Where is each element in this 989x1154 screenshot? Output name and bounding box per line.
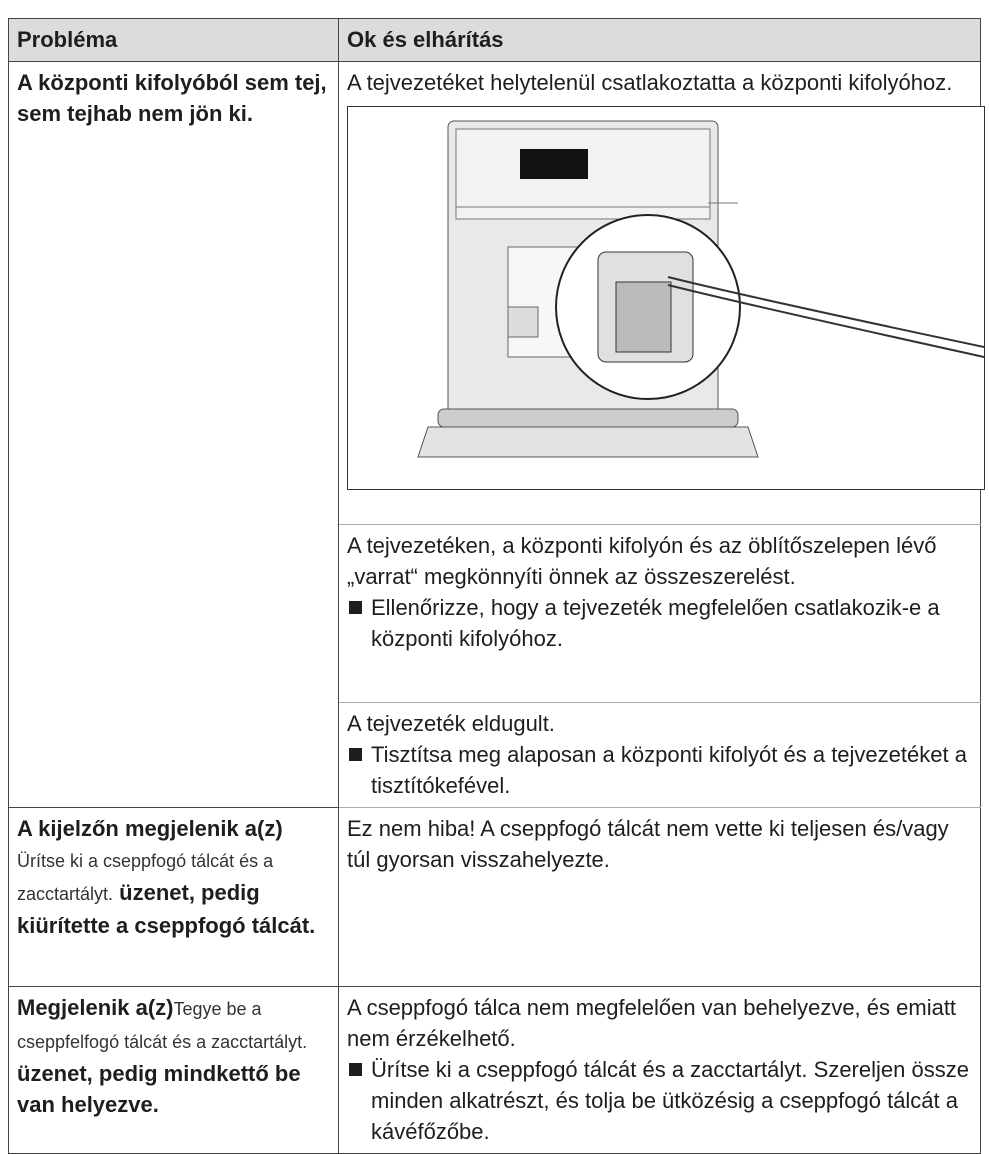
action-text: Ürítse ki a cseppfogó tálcát és a zaccta… xyxy=(347,1054,972,1147)
cause-text: A cseppfogó tálca nem megfelelően van be… xyxy=(347,995,957,1051)
message-text: Ürítse ki a cseppfogó tálcát és a zaccta… xyxy=(17,851,274,904)
row: A tejvezeték eldugult. Tisztítsa meg ala… xyxy=(9,702,981,808)
cause-text: A tejvezeték eldugult. xyxy=(347,711,555,736)
problem-cell: Megjelenik a(z)Tegye be a cseppfelfogó t… xyxy=(8,986,339,1154)
cause-cell: A cseppfogó tálca nem megfelelően van be… xyxy=(338,986,981,1154)
header-cell: Probléma xyxy=(8,18,339,62)
problem-text: Megjelenik a(z) xyxy=(17,995,174,1020)
cause-cell: Ez nem hiba! A cseppfogó tálcát nem vett… xyxy=(338,807,981,987)
cause-text: A tejvezetéken, a központi kifolyón és a… xyxy=(347,533,937,589)
illustration xyxy=(347,106,985,490)
problem-cell: A kijelzőn megjelenik a(z) Ürítse ki a c… xyxy=(8,807,339,987)
cause-cell: A tejvezetéket helytelenül csatlakoztatt… xyxy=(338,61,985,525)
page: {"table":{"header":["Probléma","Ok és el… xyxy=(8,18,985,1154)
message-text: Tegye be a cseppfelfogó tálcát és a zacc… xyxy=(17,999,308,1052)
problem-text: A kijelzőn megjelenik a(z) xyxy=(17,816,283,841)
row: A kijelzőn megjelenik a(z) Ürítse ki a c… xyxy=(8,807,981,987)
problem-text: A központi kifolyóból sem tej, sem tejha… xyxy=(17,70,327,126)
cause-cell: A tejvezetéken, a központi kifolyón és a… xyxy=(338,524,981,703)
action-text: Tisztítsa meg alaposan a központi kifoly… xyxy=(347,739,972,801)
cause-cell: A tejvezeték eldugult. Tisztítsa meg ala… xyxy=(338,702,981,808)
troubleshooting-table: Probléma Ok és elhárítás A központi kifo… xyxy=(8,18,985,1154)
problem-text: üzenet, pedig mindkettő be van helyezve. xyxy=(17,1061,301,1117)
header-cell: Ok és elhárítás xyxy=(338,18,981,62)
row: A központi kifolyóból sem tej, sem tejha… xyxy=(8,61,985,808)
row: Megjelenik a(z)Tegye be a cseppfelfogó t… xyxy=(8,986,981,1154)
problem-text: üzenet, pedig kiürítette a cseppfogó tál… xyxy=(17,880,316,938)
action-text: Ellenőrizze, hogy a tejvezeték megfelelő… xyxy=(347,592,972,654)
cause-text: A tejvezetéket helytelenül csatlakoztatt… xyxy=(347,70,953,95)
cause-text: Ez nem hiba! A cseppfogó tálcát nem vett… xyxy=(347,816,949,872)
header-row: Probléma Ok és elhárítás xyxy=(8,18,981,62)
row: A tejvezetéken, a központi kifolyón és a… xyxy=(9,524,981,703)
problem-cell: A központi kifolyóból sem tej, sem tejha… xyxy=(8,61,339,808)
